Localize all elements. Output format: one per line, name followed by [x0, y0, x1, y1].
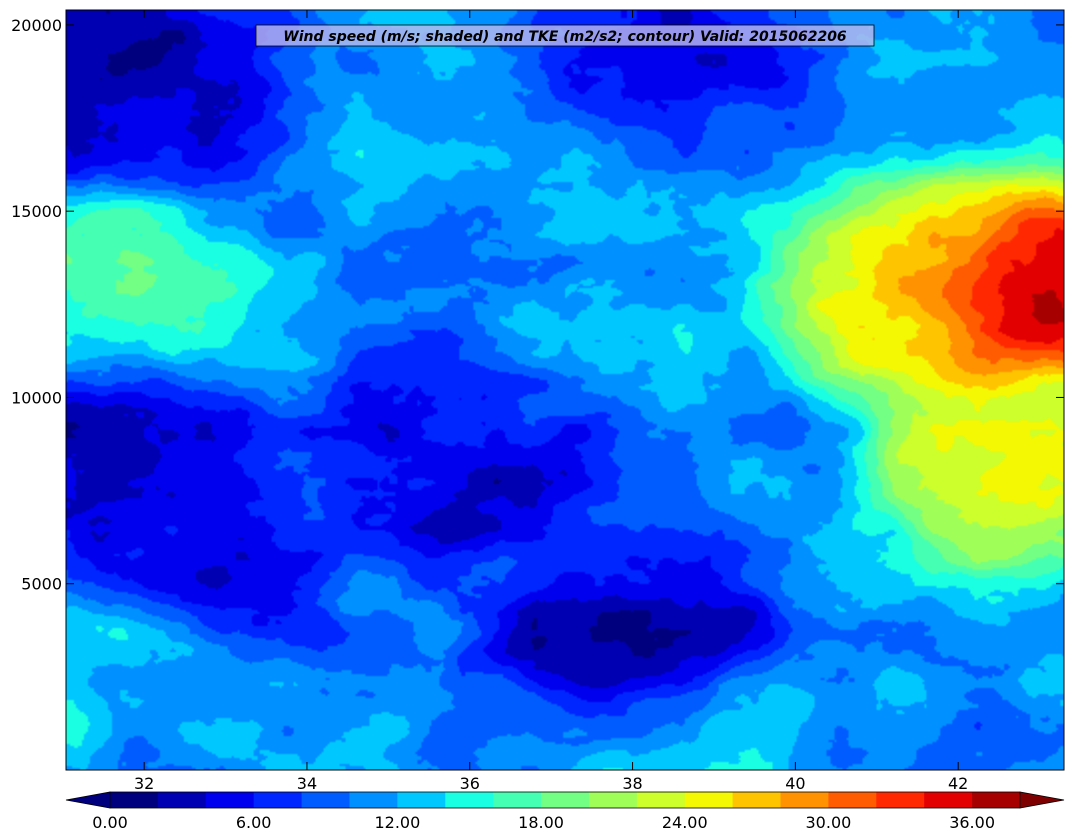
- colorbar-bin: [301, 792, 350, 808]
- wind-speed-contour-field: [66, 10, 1064, 770]
- y-axis: 5000 10000 15000 20000: [11, 16, 1064, 594]
- colorbar-tick-label: 12.00: [374, 813, 420, 832]
- x-tick-label: 42: [948, 774, 968, 793]
- chart-title: Wind speed (m/s; shaded) and TKE (m2/s2;…: [283, 29, 847, 45]
- chart-title-box: Wind speed (m/s; shaded) and TKE (m2/s2;…: [255, 24, 875, 47]
- colorbar-bin: [445, 792, 494, 808]
- colorbar-bin: [253, 792, 303, 808]
- colorbar-bin: [780, 792, 829, 808]
- plot-frame: [65, 9, 1065, 771]
- colorbar-extend-max: [1019, 791, 1065, 809]
- colorbar-bin: [541, 792, 590, 808]
- colorbar-bin: [110, 792, 159, 808]
- colorbar-bin: [828, 792, 877, 808]
- x-tick-label: 32: [134, 774, 154, 793]
- colorbar-tick-label: 36.00: [949, 813, 995, 832]
- colorbar-bin: [684, 792, 734, 808]
- colorbar-tick-label: 24.00: [662, 813, 708, 832]
- x-axis: 32 34 36 38 40 42: [134, 10, 968, 793]
- colorbar-bin: [732, 792, 782, 808]
- colorbar-bin: [349, 792, 398, 808]
- colorbar-tick-label: 30.00: [806, 813, 852, 832]
- colorbar-frame: [109, 791, 1021, 809]
- x-tick-label: 40: [785, 774, 805, 793]
- colorbar-extend-min: [65, 791, 111, 809]
- colorbar-tick-label: 0.00: [92, 813, 128, 832]
- colorbar-bin: [924, 792, 973, 808]
- y-tick-label: 15000: [11, 202, 62, 221]
- colorbar-tick-label: 6.00: [236, 813, 272, 832]
- colorbar-tick-label: 18.00: [518, 813, 564, 832]
- x-tick-label: 34: [297, 774, 317, 793]
- y-tick-label: 20000: [11, 16, 62, 35]
- colorbar: 0.00 6.00 12.00 18.00 24.00 30.00 36.00: [65, 791, 1065, 832]
- colorbar-bin: [397, 792, 446, 808]
- colorbar-bin: [157, 792, 207, 808]
- y-tick-label: 5000: [21, 575, 62, 594]
- colorbar-bin: [493, 792, 542, 808]
- colorbar-bin: [972, 792, 1021, 808]
- x-tick-label: 36: [460, 774, 480, 793]
- colorbar-bin: [636, 792, 686, 808]
- y-tick-label: 10000: [11, 388, 62, 407]
- colorbar-bin: [876, 792, 925, 808]
- x-tick-label: 38: [622, 774, 642, 793]
- colorbar-bin: [588, 792, 638, 808]
- colorbar-bin: [205, 792, 255, 808]
